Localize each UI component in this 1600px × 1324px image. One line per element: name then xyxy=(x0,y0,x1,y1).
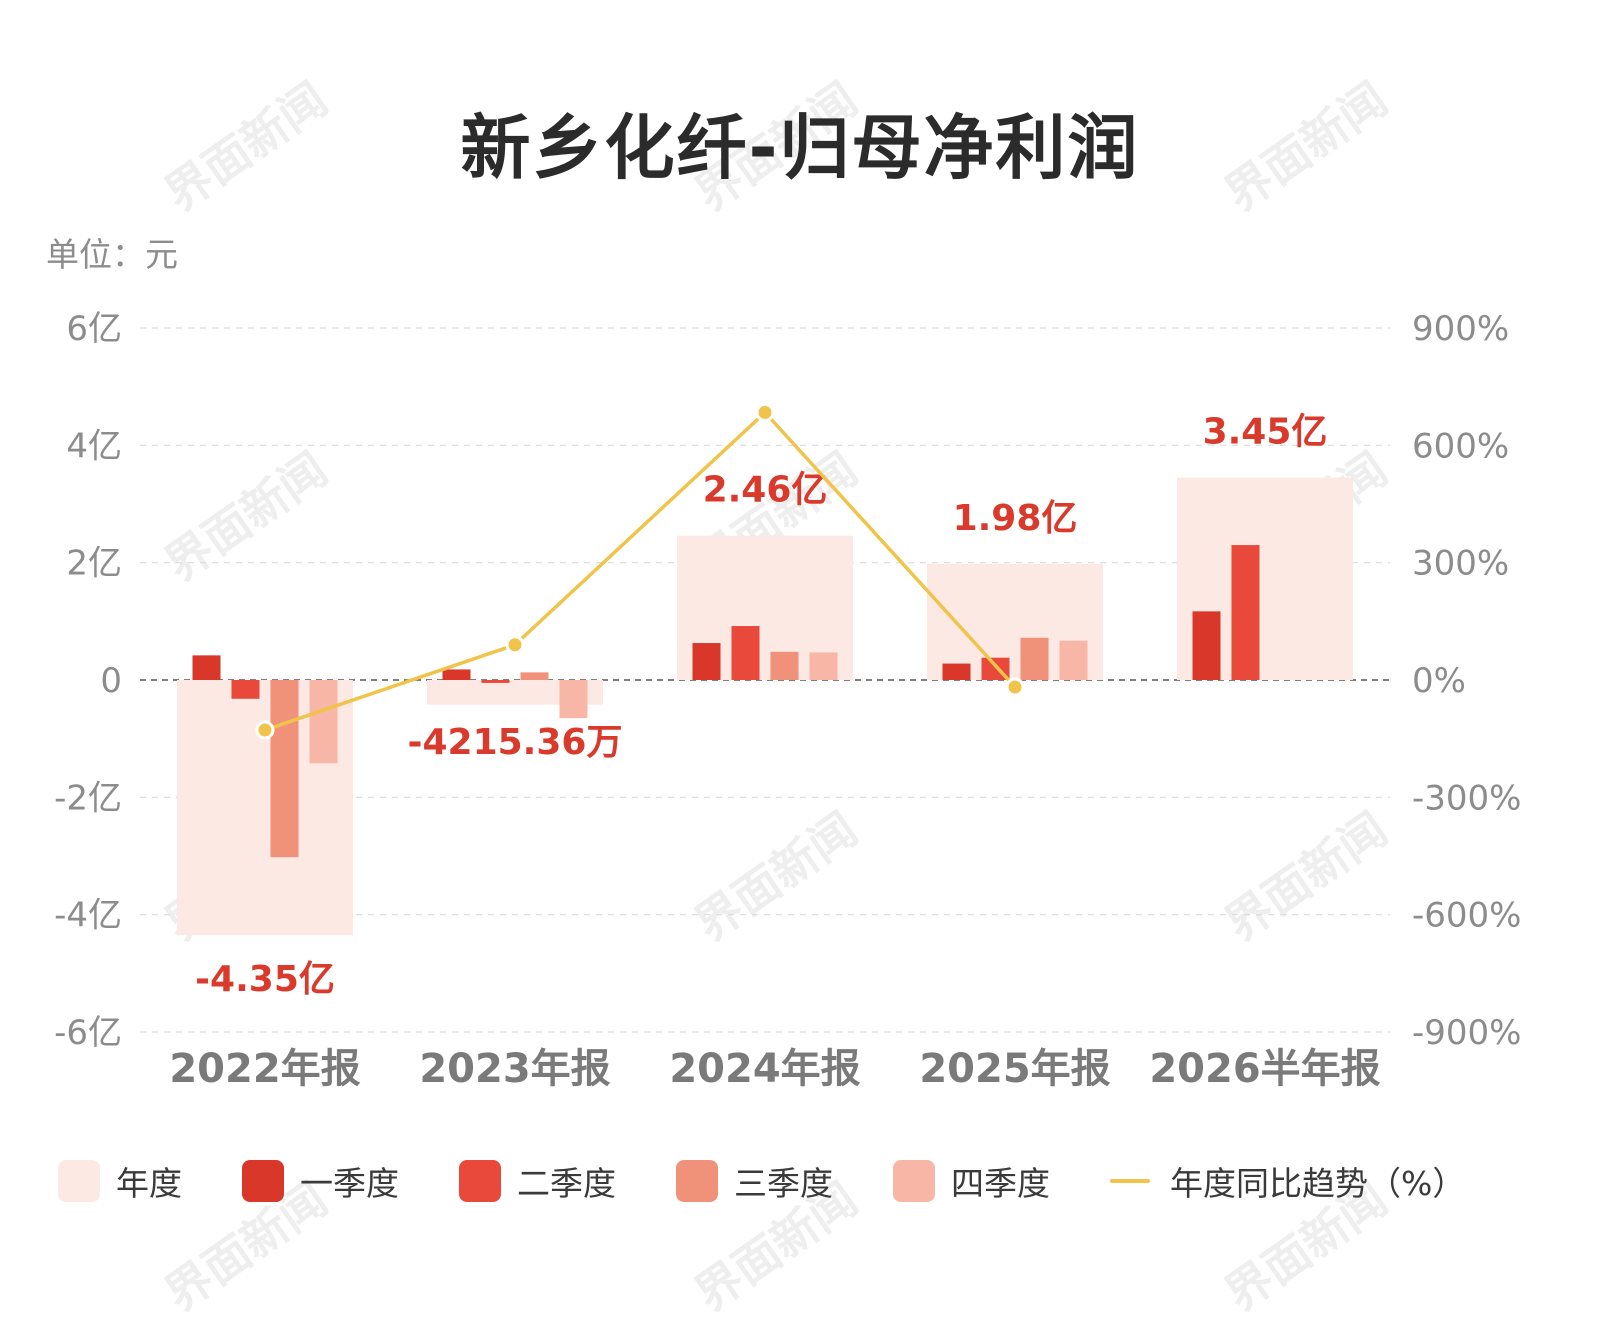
quarter-bar xyxy=(1020,637,1049,680)
quarter-bar xyxy=(481,680,510,683)
y-right-tick-label: -600% xyxy=(1412,896,1521,936)
quarter-bar xyxy=(192,655,221,680)
annual-value-label: 3.45亿 xyxy=(1203,412,1328,453)
trend-point xyxy=(255,720,275,740)
legend: 年度 一季度 二季度 三季度 四季度 年度同比趋势（%） xyxy=(58,1158,1525,1204)
quarter-bar xyxy=(731,626,760,680)
quarter-bar xyxy=(1231,545,1260,680)
quarter-bar xyxy=(1059,640,1088,680)
quarter-bar xyxy=(692,643,721,680)
legend-label: 年度 xyxy=(116,1164,182,1203)
y-right-tick-label: 300% xyxy=(1412,544,1509,584)
y-right-tick-label: 900% xyxy=(1412,309,1509,349)
y-left-tick-label: -4亿 xyxy=(54,896,122,936)
trend-point xyxy=(1005,677,1025,697)
quarter-bar xyxy=(559,680,588,719)
legend-label: 三季度 xyxy=(734,1164,833,1203)
legend-item-q1: 一季度 xyxy=(242,1157,399,1205)
annual-value-label: -4215.36万 xyxy=(408,722,623,763)
x-category-label: 2022年报 xyxy=(169,1046,360,1092)
quarter-bar xyxy=(270,680,299,858)
legend-label: 四季度 xyxy=(951,1164,1050,1203)
y-right-tick-label: 600% xyxy=(1412,426,1509,466)
quarter-bar xyxy=(309,680,338,764)
quarter-bar xyxy=(231,680,260,699)
y-right-tick-label: 0% xyxy=(1412,661,1466,701)
legend-swatch-annual xyxy=(58,1160,100,1202)
legend-label: 二季度 xyxy=(517,1164,616,1203)
x-category-label: 2023年报 xyxy=(419,1046,610,1092)
legend-swatch-trend xyxy=(1110,1179,1150,1183)
legend-item-trend: 年度同比趋势（%） xyxy=(1110,1157,1465,1205)
trend-line xyxy=(264,409,1017,732)
annual-value-label: 1.98亿 xyxy=(953,498,1078,539)
y-left-tick-label: 6亿 xyxy=(66,309,122,349)
quarter-bar xyxy=(809,652,838,680)
quarter-bar xyxy=(1192,611,1221,680)
annual-value-label: 2.46亿 xyxy=(703,470,828,511)
quarter-bar xyxy=(942,663,971,680)
y-left-tick-label: -6亿 xyxy=(54,1013,122,1053)
y-left-tick-label: 0 xyxy=(100,661,122,701)
x-category-label: 2025年报 xyxy=(919,1046,1110,1092)
quarter-bar xyxy=(770,651,799,680)
x-category-label: 2024年报 xyxy=(669,1046,860,1092)
unit-label: 单位：元 xyxy=(46,235,178,274)
quarter-bar xyxy=(442,669,471,680)
legend-swatch-q4 xyxy=(893,1160,935,1202)
legend-label: 一季度 xyxy=(300,1164,399,1203)
y-left-tick-label: -2亿 xyxy=(54,778,122,818)
trend-point xyxy=(505,635,525,655)
legend-swatch-q1 xyxy=(242,1160,284,1202)
legend-item-q3: 三季度 xyxy=(676,1157,833,1205)
legend-swatch-q2 xyxy=(459,1160,501,1202)
y-right-tick-label: -900% xyxy=(1412,1013,1521,1053)
chart-canvas: 6亿 4亿 2亿 0 -2亿 -4亿 -6亿 900% 600% 300% 0% -300% -600%… xyxy=(54,309,1521,1092)
legend-item-annual: 年度 xyxy=(58,1157,182,1205)
annual-value-label: -4.35亿 xyxy=(195,959,335,1000)
legend-label: 年度同比趋势（%） xyxy=(1170,1164,1466,1203)
x-category-label: 2026半年报 xyxy=(1149,1046,1380,1092)
quarter-bar xyxy=(520,672,549,680)
legend-item-q4: 四季度 xyxy=(893,1157,1050,1205)
legend-swatch-q3 xyxy=(676,1160,718,1202)
y-right-tick-label: -300% xyxy=(1412,778,1521,818)
trend-point xyxy=(755,402,775,422)
y-left-tick-label: 4亿 xyxy=(66,426,122,466)
y-left-tick-label: 2亿 xyxy=(66,544,122,584)
legend-item-q2: 二季度 xyxy=(459,1157,616,1205)
chart-title: 新乡化纤-归母净利润 xyxy=(460,107,1140,189)
